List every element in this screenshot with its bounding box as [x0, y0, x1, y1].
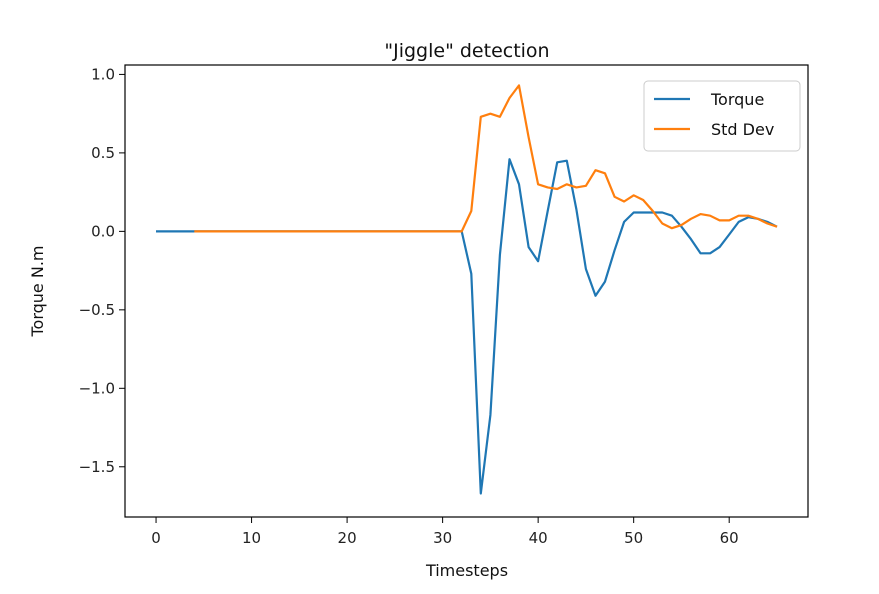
series-line-std-dev	[194, 84, 778, 233]
y-tick-label: −0.5	[79, 301, 115, 319]
x-tick-label: 50	[624, 529, 643, 547]
x-tick-label: 30	[433, 529, 452, 547]
x-tick-label: 40	[529, 529, 548, 547]
plot-area	[124, 64, 809, 518]
y-tick-label: 1.0	[91, 65, 115, 83]
x-tick-label: 0	[151, 529, 161, 547]
legend-label-torque: Torque	[710, 90, 764, 109]
y-tick-label: −1.5	[79, 458, 115, 476]
y-tick-label: 0.5	[91, 144, 115, 162]
y-axis-label: Torque N.m	[28, 245, 47, 337]
y-tick-label: −1.0	[79, 379, 115, 397]
legend: Torque Std Dev	[643, 80, 801, 152]
x-tick-label: 10	[242, 529, 261, 547]
y-axis: 1.0 0.5 0.0 −0.5 −1.0 −1.5	[79, 65, 125, 476]
x-tick-label: 20	[338, 529, 357, 547]
y-tick-label: 0.0	[91, 222, 115, 240]
x-axis-label: Timesteps	[425, 561, 508, 580]
x-axis: 0 10 20 30 40 50 60	[151, 517, 739, 547]
chart-title: "Jiggle" detection	[384, 40, 549, 62]
x-tick-label: 60	[720, 529, 739, 547]
legend-label-std-dev: Std Dev	[711, 120, 774, 139]
series-layer	[156, 84, 778, 495]
series-line-torque	[156, 158, 778, 495]
